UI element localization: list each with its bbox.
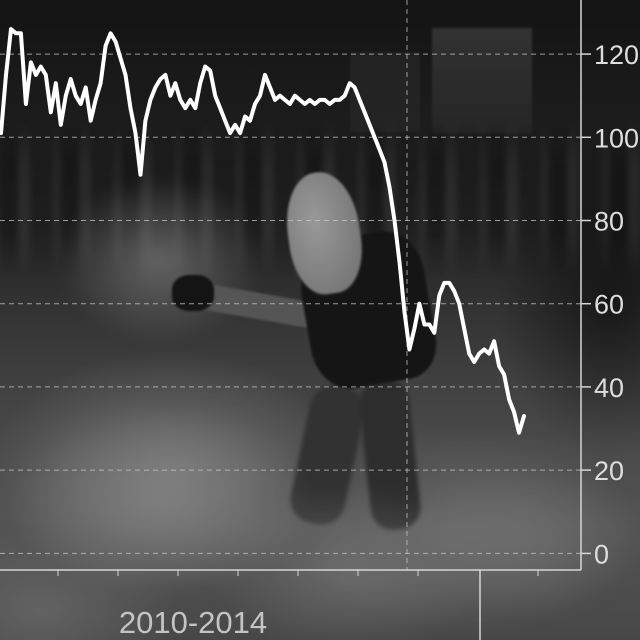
y-tick-label: 20 (594, 456, 624, 486)
series-line (0, 27, 526, 435)
y-tick-label: 120 (594, 40, 639, 70)
photo-smoke-foreground (0, 330, 640, 640)
y-tick-label: 0 (594, 539, 609, 569)
y-tick-label: 80 (594, 207, 624, 237)
protester-hand (172, 275, 214, 311)
y-tick-label: 60 (594, 290, 624, 320)
series-layer (0, 27, 526, 435)
y-tick-label: 40 (594, 373, 624, 403)
photo-building (432, 28, 532, 133)
photo-building (350, 52, 420, 132)
x-tick-label: 2010-2014 (119, 605, 267, 640)
tick-labels: 0 20 40 60 80 100 120 2010-2014 (119, 40, 639, 640)
gridlines (0, 0, 581, 570)
axes (0, 0, 591, 640)
y-tick-label: 100 (594, 123, 639, 153)
photo-smoke-cloud (55, 175, 265, 345)
